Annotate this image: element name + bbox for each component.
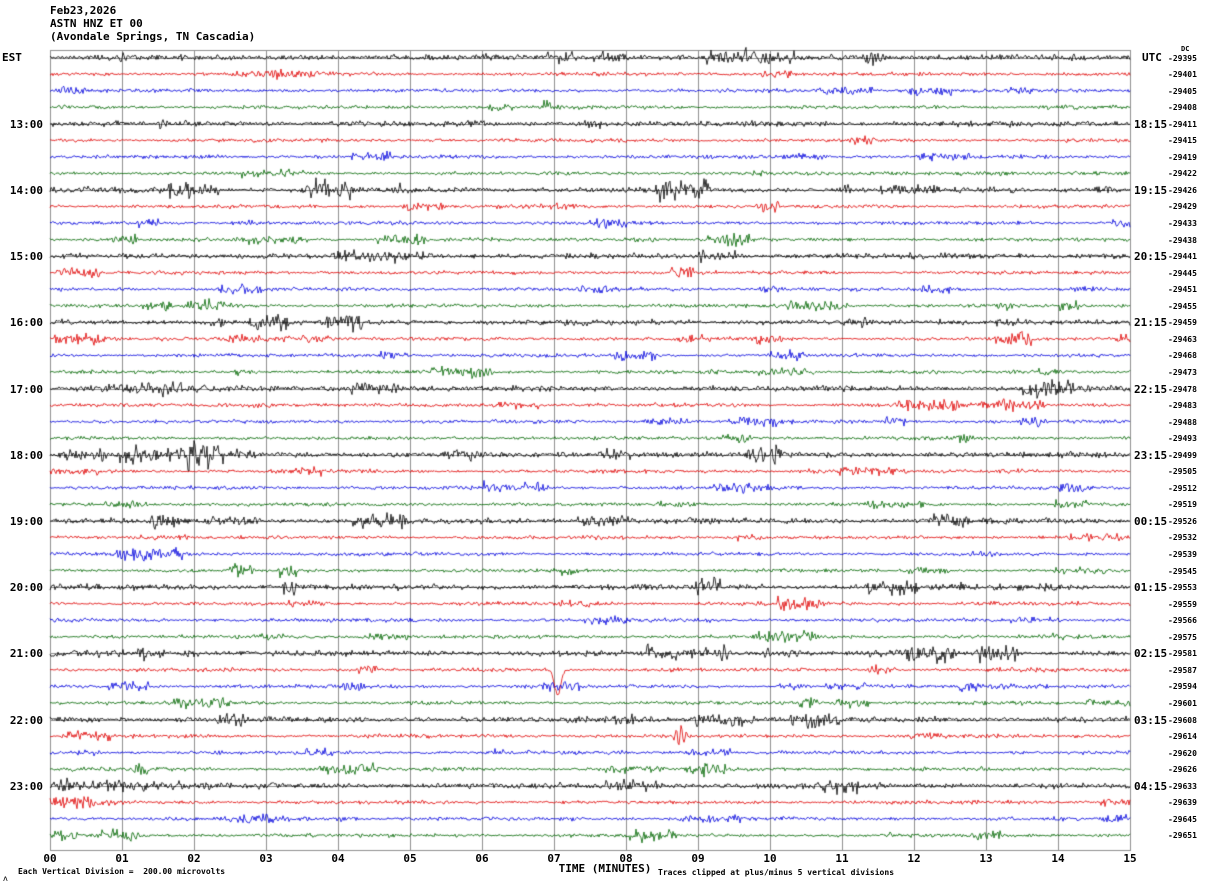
dc-offset-value: -29488 [1168, 417, 1197, 427]
dc-offset-value: -29608 [1168, 715, 1197, 725]
x-tick: 11 [835, 852, 849, 865]
est-label: 23:00 [9, 779, 43, 793]
x-tick: 12 [907, 852, 921, 865]
dc-offset-value: -29505 [1168, 467, 1197, 477]
dc-offset-value: -29553 [1168, 583, 1197, 593]
dc-offset-value: -29532 [1168, 533, 1197, 543]
dc-offset-value: -29601 [1168, 698, 1197, 708]
utc-label: 00:15 [1134, 514, 1168, 528]
dc-offset-value: -29429 [1168, 202, 1197, 212]
dc-offset-value: -29651 [1168, 831, 1197, 841]
dc-offset-value: -29526 [1168, 516, 1197, 526]
utc-label: 03:15 [1134, 713, 1168, 727]
x-tick: 01 [115, 852, 129, 865]
dc-offset-value: -29620 [1168, 748, 1197, 758]
dc-offset-value: -29626 [1168, 765, 1197, 775]
x-tick: 02 [187, 852, 201, 865]
est-label: 20:00 [9, 581, 43, 595]
dc-offset-value: -29401 [1168, 70, 1197, 80]
est-label: 14:00 [9, 183, 43, 197]
dc-offset-value: -29519 [1168, 500, 1197, 510]
dc-offset-value: -29408 [1168, 103, 1197, 113]
dc-offset-value: -29422 [1168, 169, 1197, 179]
x-tick: 07 [547, 852, 561, 865]
dc-offset-value: -29459 [1168, 318, 1197, 328]
x-tick: 08 [619, 852, 633, 865]
dc-offset-value: -29575 [1168, 632, 1197, 642]
x-tick: 04 [331, 852, 345, 865]
utc-label: 23:15 [1134, 448, 1168, 462]
dc-offset-value: -29463 [1168, 334, 1197, 344]
x-tick: 05 [403, 852, 417, 865]
dc-offset-value: -29426 [1168, 185, 1197, 195]
est-label: 16:00 [9, 316, 43, 330]
x-tick: 09 [691, 852, 705, 865]
dc-offset-value: -29419 [1168, 152, 1197, 162]
dc-offset-value: -29639 [1168, 798, 1197, 808]
dc-offset-value: -29581 [1168, 649, 1197, 659]
utc-label: 22:15 [1134, 382, 1168, 396]
dc-offset-value: -29468 [1168, 351, 1197, 361]
dc-offset-value: -29478 [1168, 384, 1197, 394]
dc-offset-value: -29415 [1168, 136, 1197, 146]
dc-offset-value: -29451 [1168, 285, 1197, 295]
dc-offset-value: -29566 [1168, 616, 1197, 626]
est-label: 21:00 [9, 647, 43, 661]
utc-label: 18:15 [1134, 117, 1168, 131]
left-axis-label: EST [2, 51, 22, 64]
x-tick: 15 [1123, 852, 1137, 865]
clip-note: Traces clipped at plus/minus 5 vertical … [658, 868, 895, 877]
dc-offset-value: -29493 [1168, 434, 1197, 444]
utc-label: 21:15 [1134, 316, 1168, 330]
header-station: ASTN HNZ ET 00 [50, 17, 143, 30]
dc-offset-value: -29614 [1168, 732, 1197, 742]
dc-offset-value: -29645 [1168, 814, 1197, 824]
header-location: (Avondale Springs, TN Cascadia) [50, 30, 256, 43]
x-tick: 14 [1051, 852, 1065, 865]
scale-note: Each Vertical Division = 200.00 microvol… [18, 867, 226, 876]
dc-offset-value: -29473 [1168, 367, 1197, 377]
dc-offset-value: -29512 [1168, 483, 1197, 493]
dc-offset-value: -29594 [1168, 682, 1197, 692]
dc-offset-value: -29499 [1168, 450, 1197, 460]
dc-offset-value: -29633 [1168, 781, 1197, 791]
x-tick: 00 [43, 852, 57, 865]
dc-offset-value: -29433 [1168, 219, 1197, 228]
dc-offset-value: -29587 [1168, 665, 1197, 675]
dc-offset-value: -29438 [1168, 235, 1197, 245]
dc-offset-value: -29395 [1168, 53, 1197, 63]
est-label: 22:00 [9, 713, 43, 727]
dc-offset-value: -29445 [1168, 268, 1197, 278]
dc-offset-value: -29539 [1168, 550, 1197, 559]
header-date: Feb23,2026 [50, 4, 117, 17]
utc-label: 19:15 [1134, 183, 1168, 197]
dc-label: DC [1181, 45, 1190, 53]
dc-offset-value: -29559 [1168, 599, 1197, 609]
est-label: 15:00 [9, 250, 43, 264]
x-tick: 10 [763, 852, 777, 865]
x-tick: 13 [979, 852, 993, 865]
x-tick: 06 [475, 852, 489, 865]
est-label: 18:00 [9, 448, 43, 462]
dc-offset-value: -29405 [1168, 86, 1197, 96]
dc-offset-value: -29411 [1168, 119, 1197, 129]
est-label: 17:00 [9, 382, 43, 396]
corner-mark: ʌ [3, 874, 8, 883]
dc-offset-value: -29483 [1168, 401, 1197, 411]
est-label: 13:00 [9, 117, 43, 131]
x-axis-title: TIME (MINUTES) [558, 862, 652, 875]
dc-offset-value: -29545 [1168, 566, 1197, 576]
right-axis-label: UTC [1142, 51, 1162, 64]
x-tick: 03 [259, 852, 273, 865]
est-label: 19:00 [9, 514, 43, 528]
dc-offset-value: -29441 [1168, 252, 1197, 262]
utc-label: 04:15 [1134, 779, 1168, 793]
utc-label: 01:15 [1134, 581, 1168, 595]
dc-offset-value: -29455 [1168, 301, 1197, 311]
utc-label: 02:15 [1134, 647, 1168, 661]
utc-label: 20:15 [1134, 250, 1168, 264]
